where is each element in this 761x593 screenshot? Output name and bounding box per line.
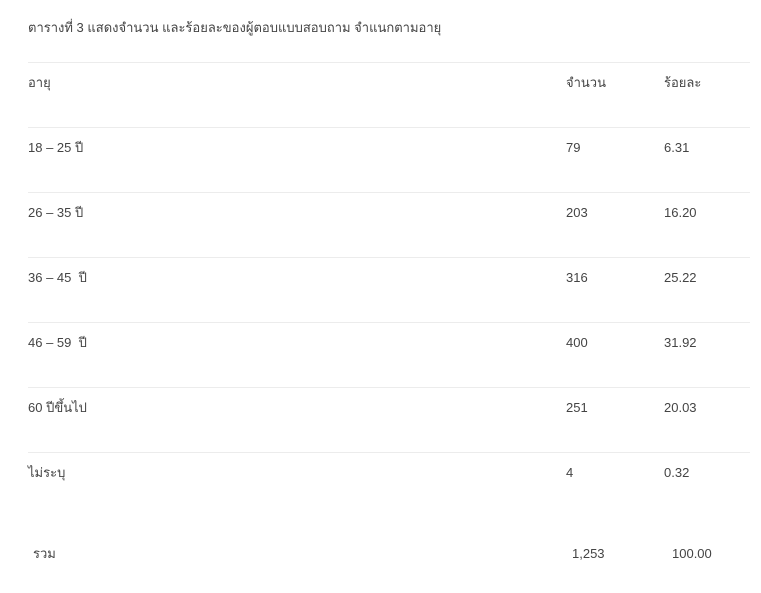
row-count-cell: 251: [566, 400, 588, 415]
row-divider: [28, 257, 750, 258]
header-percent: ร้อยละ: [664, 75, 702, 90]
row-percent-cell: 31.92: [664, 335, 697, 350]
row-percent-cell: 6.31: [664, 140, 690, 155]
total-count-cell: 1,253: [572, 546, 605, 561]
row-divider: [28, 127, 750, 128]
table-title: ตารางที่ 3 แสดงจำนวน และร้อยละของผู้ตอบแ…: [28, 20, 442, 35]
row-percent-cell: 16.20: [664, 205, 697, 220]
row-age-cell: 26 – 35 ปี: [28, 205, 84, 220]
row-age-cell: ไม่ระบุ: [28, 465, 66, 480]
row-count-cell: 79: [566, 140, 581, 155]
row-percent-cell: 20.03: [664, 400, 697, 415]
row-age-cell: 46 – 59 ปี: [28, 335, 87, 350]
row-divider: [28, 387, 750, 388]
row-count-cell: 400: [566, 335, 588, 350]
total-percent-cell: 100.00: [672, 546, 712, 561]
row-divider: [28, 62, 750, 63]
header-count: จำนวน: [566, 75, 606, 90]
row-percent-cell: 25.22: [664, 270, 697, 285]
row-divider: [28, 322, 750, 323]
header-age: อายุ: [28, 75, 51, 90]
row-count-cell: 316: [566, 270, 588, 285]
row-percent-cell: 0.32: [664, 465, 690, 480]
total-age-cell: รวม: [33, 546, 56, 561]
row-divider: [28, 192, 750, 193]
row-count-cell: 4: [566, 465, 574, 480]
row-age-cell: 60 ปีขึ้นไป: [28, 400, 87, 415]
row-count-cell: 203: [566, 205, 588, 220]
row-age-cell: 36 – 45 ปี: [28, 270, 87, 285]
row-divider: [28, 452, 750, 453]
row-age-cell: 18 – 25 ปี: [28, 140, 84, 155]
